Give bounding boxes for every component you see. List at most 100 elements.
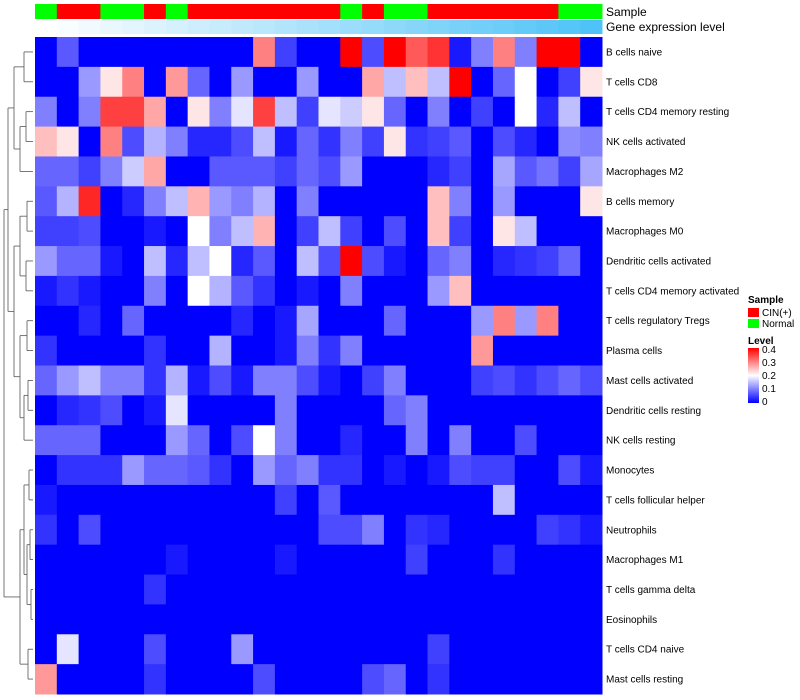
heatmap-cell — [78, 126, 101, 157]
heatmap-cell — [165, 186, 189, 217]
heatmap-cell — [558, 664, 581, 695]
heatmap-cell — [580, 484, 603, 516]
heatmap-cell — [427, 634, 450, 665]
expression-annotation-cell — [78, 20, 101, 34]
heatmap-cell — [362, 514, 385, 546]
legend-level-tick-0.2: 0.2 — [762, 371, 776, 382]
sample-annotation-label: Sample — [606, 5, 647, 19]
heatmap-cell — [558, 275, 581, 307]
heatmap-cell — [558, 126, 581, 157]
heatmap-cell — [253, 216, 276, 247]
heatmap-cell — [514, 335, 538, 366]
heatmap-cell — [100, 305, 123, 337]
heatmap-cell — [253, 544, 276, 576]
expression-annotation-cell — [187, 20, 210, 34]
heatmap-cell — [383, 425, 407, 456]
heatmap-cell — [427, 216, 450, 247]
heatmap-cell — [405, 365, 429, 396]
heatmap-cell — [471, 305, 494, 337]
heatmap-cell — [449, 544, 472, 576]
sample-annotation-cell — [144, 4, 167, 19]
heatmap-cell — [492, 544, 516, 576]
legend-item-normal: Normal — [762, 319, 794, 330]
heatmap-cell — [558, 186, 581, 217]
heatmap-cell — [318, 335, 341, 366]
heatmap-cell — [383, 604, 407, 635]
heatmap-cell — [383, 455, 407, 486]
expression-annotation-cell — [471, 20, 494, 34]
heatmap-cell — [209, 156, 232, 187]
heatmap-cell — [296, 544, 319, 576]
heatmap-cell — [209, 664, 232, 695]
heatmap-cell — [274, 604, 298, 635]
heatmap-cell — [274, 96, 298, 128]
heatmap-cell — [405, 395, 429, 426]
heatmap-cell — [492, 246, 516, 277]
heatmap-cell — [144, 604, 167, 635]
heatmap-cell — [362, 484, 385, 516]
heatmap-cell — [449, 275, 472, 307]
heatmap-cell — [165, 395, 189, 426]
heatmap-cell — [318, 604, 341, 635]
expression-annotation-cell — [514, 20, 538, 34]
legend-level-gradient — [748, 348, 759, 403]
heatmap-cell — [187, 514, 210, 546]
heatmap-cell — [296, 455, 319, 486]
heatmap-cell — [449, 425, 472, 456]
row-label: T cells follicular helper — [606, 495, 705, 506]
heatmap-cell — [231, 186, 254, 217]
heatmap-cell — [340, 216, 363, 247]
heatmap-cell — [340, 126, 363, 157]
heatmap-cell — [405, 66, 429, 98]
heatmap-cell — [122, 335, 145, 366]
heatmap-cell — [165, 216, 189, 247]
heatmap-cell — [274, 246, 298, 277]
heatmap-cell — [187, 544, 210, 576]
heatmap-cell — [165, 246, 189, 277]
heatmap-cell — [274, 66, 298, 98]
heatmap-cell — [318, 634, 341, 665]
heatmap-cell — [209, 246, 232, 277]
heatmap-cell — [383, 484, 407, 516]
heatmap-cell — [340, 365, 363, 396]
heatmap-cell — [296, 395, 319, 426]
heatmap-cell — [274, 305, 298, 337]
sample-annotation-cell — [536, 4, 559, 19]
heatmap-cell — [383, 634, 407, 665]
row-label: B cells memory — [606, 197, 674, 208]
heatmap-cell — [427, 664, 450, 695]
heatmap-cells — [35, 37, 603, 695]
heatmap-cell — [122, 365, 145, 396]
heatmap-cell — [253, 574, 276, 605]
heatmap-cell — [405, 455, 429, 486]
heatmap-cell — [492, 96, 516, 128]
sample-annotation-cell — [78, 4, 101, 19]
heatmap-cell — [100, 395, 123, 426]
sample-annotation-cell — [362, 4, 385, 19]
heatmap-cell — [580, 246, 603, 277]
heatmap-cell — [165, 604, 189, 635]
heatmap-cell — [144, 156, 167, 187]
heatmap-cell — [514, 96, 538, 128]
heatmap-cell — [187, 37, 210, 68]
heatmap-cell — [536, 455, 559, 486]
heatmap-cell — [56, 664, 80, 695]
heatmap-cell — [165, 66, 189, 98]
heatmap-cell — [144, 395, 167, 426]
heatmap-cell — [492, 156, 516, 187]
heatmap-cell — [449, 634, 472, 665]
heatmap-cell — [56, 37, 80, 68]
heatmap-cell — [362, 156, 385, 187]
heatmap-cell — [427, 246, 450, 277]
row-label: Dendritic cells resting — [606, 406, 701, 417]
heatmap-cell — [253, 37, 276, 68]
heatmap-cell — [427, 66, 450, 98]
heatmap-cell — [536, 604, 559, 635]
row-label: NK cells activated — [606, 137, 685, 148]
heatmap-cell — [100, 66, 123, 98]
heatmap-cell — [35, 156, 58, 187]
heatmap-cell — [318, 216, 341, 247]
expression-annotation-cell — [231, 20, 254, 34]
heatmap-cell — [78, 664, 101, 695]
